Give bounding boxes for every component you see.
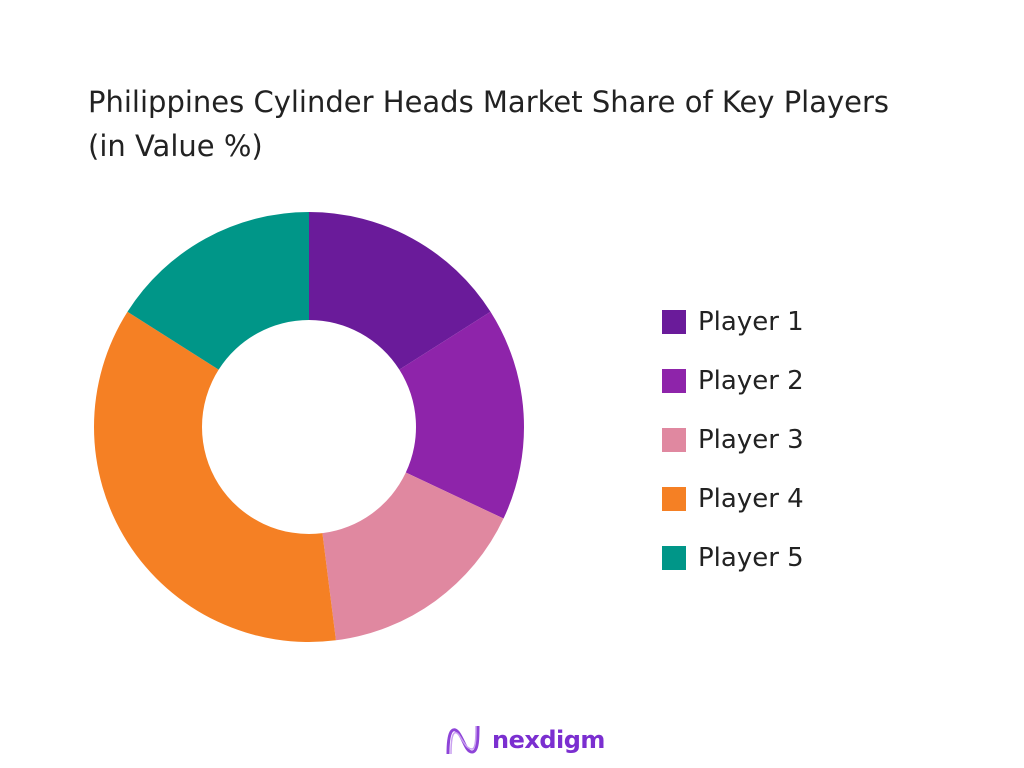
legend-label: Player 2 bbox=[698, 365, 804, 396]
slice-player-4 bbox=[93, 311, 336, 642]
legend-swatch bbox=[662, 486, 686, 511]
legend-label: Player 1 bbox=[698, 306, 804, 337]
slice-player-5 bbox=[127, 212, 309, 370]
slice-player-2 bbox=[399, 311, 524, 519]
legend-swatch bbox=[662, 309, 686, 334]
legend-item: Player 5 bbox=[662, 528, 804, 587]
legend-item: Player 4 bbox=[662, 469, 804, 528]
nexdigm-wave-icon bbox=[446, 725, 480, 755]
legend-item: Player 2 bbox=[662, 351, 804, 410]
logo-text: nexdigm bbox=[492, 726, 605, 754]
chart-title: Philippines Cylinder Heads Market Share … bbox=[88, 85, 890, 163]
slice-player-1 bbox=[309, 212, 491, 370]
legend-item: Player 1 bbox=[662, 292, 804, 351]
legend-swatch bbox=[662, 368, 686, 393]
legend-swatch bbox=[662, 427, 686, 452]
legend-item: Player 3 bbox=[662, 410, 804, 469]
slice-player-3 bbox=[322, 472, 504, 641]
nexdigm-logo: nexdigm bbox=[444, 722, 605, 758]
legend-swatch bbox=[662, 545, 686, 570]
legend-label: Player 5 bbox=[698, 542, 804, 573]
legend-label: Player 4 bbox=[698, 483, 804, 514]
legend: Player 1 Player 2 Player 3 Player 4 Player 5 bbox=[662, 292, 804, 587]
legend-label: Player 3 bbox=[698, 424, 804, 455]
